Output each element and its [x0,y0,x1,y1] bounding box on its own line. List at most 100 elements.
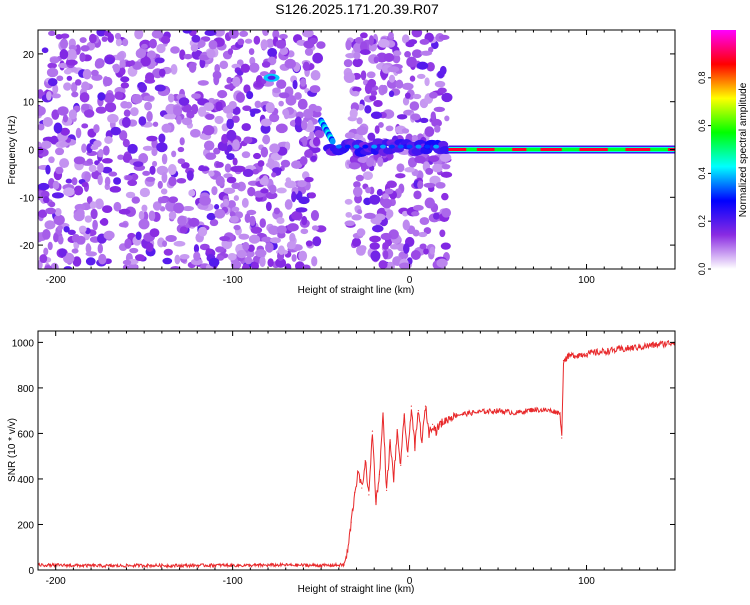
heatmap-cell [146,111,153,122]
snr-data-point [515,412,517,414]
heatmap-cell [122,138,130,148]
heatmap-cell [215,246,225,253]
heatmap-cell [269,143,280,154]
heatmap-track-cell [362,144,369,149]
heatmap-cell [165,234,177,242]
heatmap-cell [370,111,383,119]
heatmap-cell [149,38,157,49]
heatmap-cell [276,225,287,234]
heatmap-cell [272,30,280,40]
heatmap-cell [345,53,356,59]
colorbar-tick-label: 0.8 [697,72,707,85]
heatmap-cell [354,37,364,44]
heatmap-cell [308,192,317,199]
snr-data-point [364,460,366,462]
heatmap-cell [278,100,284,107]
heatmap-cell [310,110,322,118]
heatmap-cell [145,242,154,252]
snr-data-point [396,432,398,435]
heatmap-cell [156,43,166,54]
heatmap-cell [385,261,395,269]
heatmap-cell [276,187,287,194]
heatmap-cell [159,197,168,204]
heatmap-cell [177,215,187,226]
heatmap-cell [82,68,92,80]
heatmap-cell [414,155,426,164]
heatmap-cell [265,242,274,253]
colorbar-label: Normalized spectral amplitude [738,82,749,217]
y-tick-label: 0 [28,566,34,577]
snr-data-point [656,344,658,346]
y-tick-label: 10 [23,98,35,109]
heatmap-cell [378,260,388,269]
colorbar-tick-label: 0.6 [697,119,707,132]
heatmap-cell [238,233,250,240]
heatmap-cell [214,204,220,210]
heatmap-cell [230,166,242,173]
heatmap-cell [84,171,91,183]
heatmap-cell [206,212,216,221]
heatmap-cell [401,128,410,134]
heatmap-cell [63,252,75,264]
heatmap-cell [241,151,251,159]
snr-data-point [361,487,363,489]
heatmap-cell [312,136,321,147]
heatmap-cell [344,220,355,227]
heatmap-cell [109,186,122,193]
heatmap-cell [436,258,448,268]
snr-data-point [453,414,455,416]
heatmap-cell [63,187,75,197]
heatmap-cell [71,91,79,98]
heatmap-cell [55,33,63,40]
heatmap-cell [138,218,150,230]
heatmap-track-cell [397,144,404,149]
heatmap-cell [197,106,207,117]
y-tick-label: 200 [17,520,34,531]
heatmap-cell [51,109,60,120]
heatmap-cell [280,159,291,168]
heatmap-cell [182,205,195,212]
heatmap-cell [215,161,224,168]
heatmap-cell [242,241,250,251]
y-tick-label: 800 [17,384,34,395]
y-tick-label: 600 [17,429,34,440]
heatmap-cell [140,56,151,67]
heatmap-cell [131,196,141,204]
heatmap-cell [74,203,86,211]
heatmap-cell [295,207,308,213]
heatmap-cell [294,92,302,100]
heatmap-cell [229,211,236,218]
heatmap-cell [52,84,59,94]
heatmap-cell [75,127,82,139]
heatmap-cell [134,30,144,40]
heatmap-y-label: Frequency (Hz) [7,116,18,185]
heatmap-cell [269,184,277,194]
heatmap-cell [439,229,446,238]
heatmap-cell [372,224,384,233]
heatmap-cell [242,168,254,178]
heatmap-cell [226,153,235,160]
heatmap-cell [84,215,92,223]
heatmap-cell [309,85,321,94]
heatmap-cell [370,90,378,97]
heatmap-cell [244,256,253,265]
heatmap-cell [144,101,153,111]
heatmap-cell [441,192,449,201]
snr-data-point [375,501,377,503]
heatmap-cell [259,218,266,228]
heatmap-cell [412,204,424,211]
heatmap-cell [357,103,365,111]
heatmap-cell [97,162,104,173]
heatmap-x-label: Height of straight line (km) [298,285,415,296]
heatmap-cell [113,177,122,185]
heatmap-cell [224,163,232,173]
heatmap-cell [160,188,168,195]
heatmap-cell [393,50,402,57]
heatmap-cell [48,30,56,37]
heatmap-cell [302,30,314,38]
heatmap-cell [43,247,49,256]
heatmap-cell [404,50,411,58]
heatmap-cell [101,166,113,174]
heatmap-x-ticks: -200 -100 0 100 [37,30,676,286]
